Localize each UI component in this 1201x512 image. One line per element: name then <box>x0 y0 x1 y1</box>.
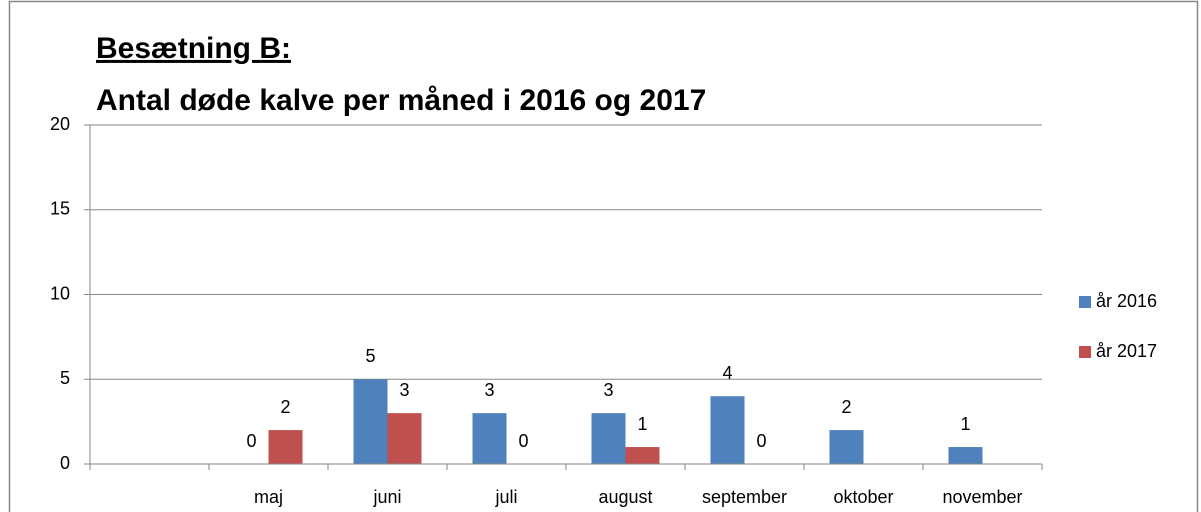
y-tick-label: 5 <box>60 368 70 388</box>
bar <box>829 430 864 464</box>
value-label: 0 <box>756 431 766 451</box>
value-label: 0 <box>518 431 528 451</box>
bar <box>710 396 745 464</box>
y-tick-label: 15 <box>50 199 70 219</box>
y-tick-label: 20 <box>50 114 70 134</box>
value-label: 3 <box>484 380 494 400</box>
x-tick-label: maj <box>254 487 283 507</box>
x-tick-label: oktober <box>833 487 893 507</box>
bar <box>353 379 388 464</box>
value-label: 0 <box>246 431 256 451</box>
value-label: 2 <box>841 397 851 417</box>
legend-label: år 2017 <box>1096 341 1157 361</box>
bar <box>948 447 983 464</box>
chart-subtitle: Antal døde kalve per måned i 2016 og 201… <box>96 84 706 117</box>
value-label: 3 <box>603 380 613 400</box>
value-label: 3 <box>399 380 409 400</box>
legend-swatch <box>1079 296 1091 308</box>
x-tick-label: juli <box>494 487 517 507</box>
bar <box>472 413 507 464</box>
bar <box>625 447 660 464</box>
bar <box>268 430 303 464</box>
x-tick-label: september <box>702 487 787 507</box>
bar <box>591 413 626 464</box>
value-label: 2 <box>280 397 290 417</box>
x-tick-label: november <box>942 487 1022 507</box>
legend-swatch <box>1079 346 1091 358</box>
bar <box>387 413 422 464</box>
x-tick-label: august <box>598 487 652 507</box>
y-tick-label: 10 <box>50 283 70 303</box>
value-label: 1 <box>637 414 647 434</box>
value-label: 1 <box>960 414 970 434</box>
x-tick-label: juni <box>372 487 401 507</box>
value-label: 5 <box>365 346 375 366</box>
y-tick-label: 0 <box>60 453 70 473</box>
legend-label: år 2016 <box>1096 291 1157 311</box>
chart-title: Besætning B: <box>96 32 291 65</box>
value-label: 4 <box>722 363 732 383</box>
